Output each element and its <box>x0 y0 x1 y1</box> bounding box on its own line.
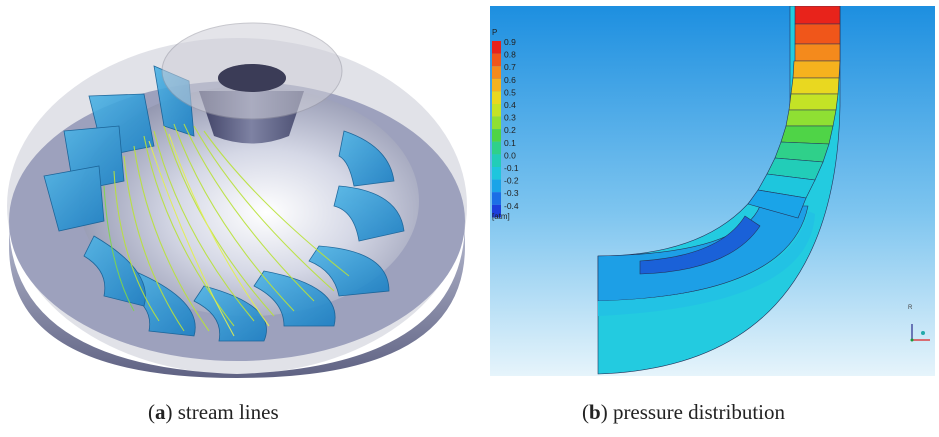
caption-b-letter: b <box>589 400 601 424</box>
legend-swatch <box>492 204 501 218</box>
panel-a-figure <box>4 6 470 380</box>
legend-tick-label: 0.3 <box>504 113 516 123</box>
legend-swatch <box>492 179 501 193</box>
legend-swatch <box>492 129 501 142</box>
caption-a-text: stream lines <box>177 400 279 424</box>
contour-field <box>597 5 841 375</box>
legend-swatch <box>492 78 501 92</box>
legend-unit-label: [atm] <box>492 212 510 221</box>
legend-swatch <box>492 116 501 130</box>
caption-panel-a: (a) stream lines <box>148 400 279 424</box>
legend-tick-label: 0.8 <box>504 50 516 60</box>
legend-tick-label: -0.1 <box>504 163 519 173</box>
impeller-streamlines-render <box>7 22 467 378</box>
legend-tick-label: 0.4 <box>504 100 516 110</box>
legend-tick-label: -0.3 <box>504 188 519 198</box>
legend-tick-label: 0.7 <box>504 62 516 72</box>
stream-lines <box>103 123 350 337</box>
legend-swatch <box>492 66 501 79</box>
caption-a-letter: a <box>155 400 166 424</box>
panel-b-figure: P 0.9 0.8 0.7 0.6 0.5 0.4 0.3 0.2 0.1 0.0 -0.1 -0.2… <box>490 5 935 376</box>
legend-tick-label: 0.9 <box>504 37 516 47</box>
legend-swatch <box>492 167 501 180</box>
legend-swatch <box>492 53 501 67</box>
legend-tick-label: 0.6 <box>504 75 516 85</box>
legend-swatch <box>492 104 501 117</box>
legend-tick-label: -0.2 <box>504 176 519 186</box>
caption-panel-b: (b) pressure distribution <box>582 400 785 424</box>
legend-swatch <box>492 41 501 54</box>
legend-swatch <box>492 91 501 104</box>
legend-tick-label: 0.1 <box>504 138 516 148</box>
legend-tick-label: -0.4 <box>504 201 519 211</box>
legend-swatch <box>492 192 501 205</box>
colorbar-legend: P 0.9 0.8 0.7 0.6 0.5 0.4 0.3 0.2 0.1 0.0 -0.1 -0.2… <box>492 28 519 221</box>
legend-tick-label: 0.5 <box>504 87 516 97</box>
caption-b-text: pressure distribution <box>612 400 785 424</box>
legend-variable-label: P <box>492 28 497 37</box>
legend-tick-label: 0.0 <box>504 150 516 160</box>
pressure-contour-render: P 0.9 0.8 0.7 0.6 0.5 0.4 0.3 0.2 0.1 0.0 -0.1 -0.2… <box>490 5 935 376</box>
legend-swatch <box>492 154 501 167</box>
axis-triad-icon: R <box>908 305 930 342</box>
axis-r-label: R <box>908 305 913 311</box>
legend-tick-label: 0.2 <box>504 125 516 135</box>
legend-swatch <box>492 141 501 155</box>
